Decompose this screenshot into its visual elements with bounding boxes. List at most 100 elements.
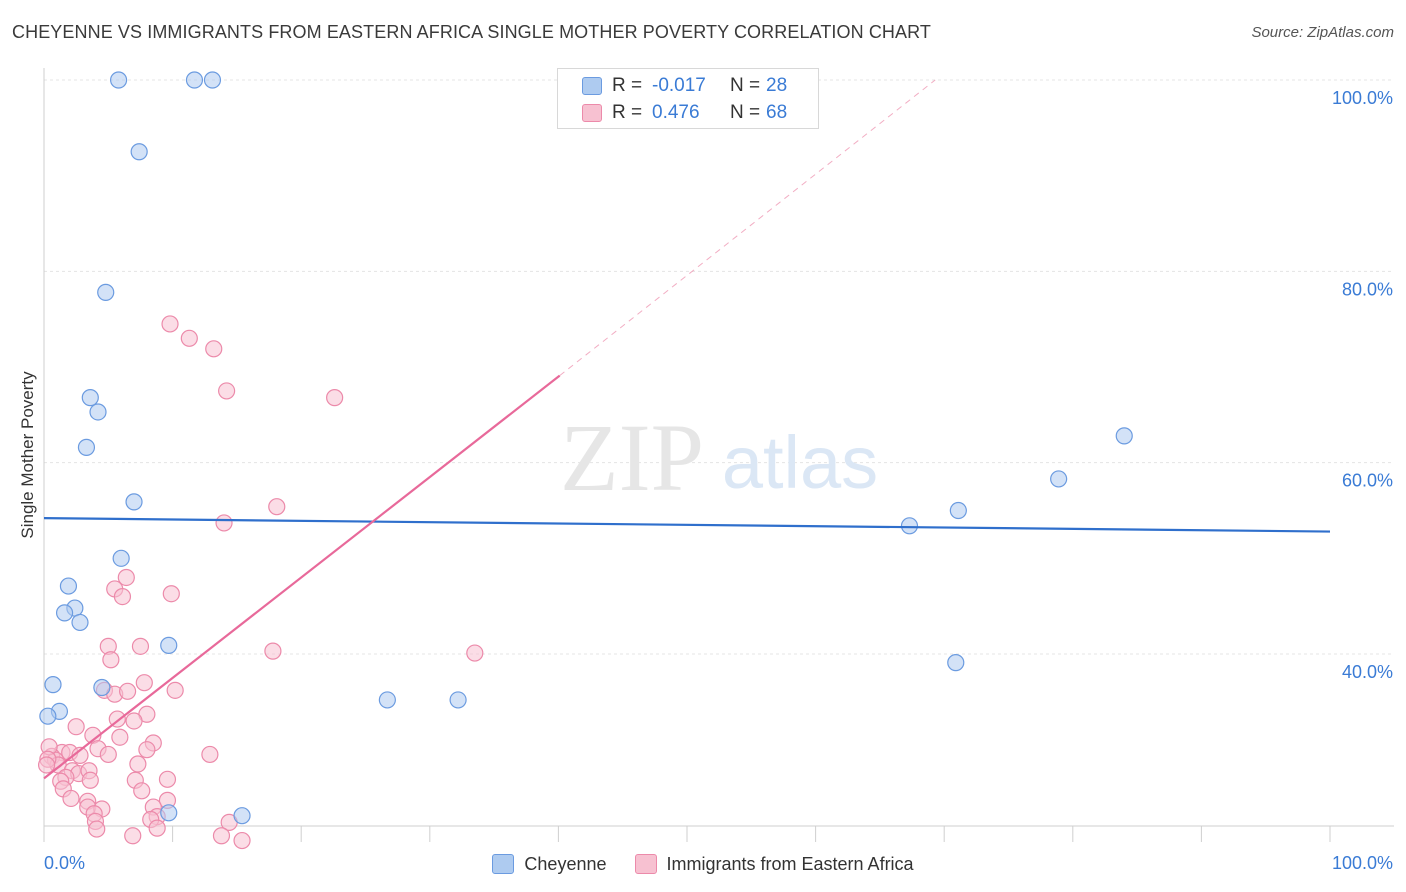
eafrica-point: [62, 789, 80, 808]
legend-row-eafrica: R = 0.476 N = 68: [582, 101, 787, 125]
eafrica-point: [148, 819, 166, 837]
eafrica-point: [233, 831, 251, 850]
eafrica-point: [326, 389, 344, 407]
cheyenne-point: [39, 707, 57, 725]
legend-r-value: -0.017: [652, 75, 706, 96]
eafrica-point: [218, 382, 236, 400]
eafrica-point: [99, 745, 117, 764]
chart-title: CHEYENNE VS IMMIGRANTS FROM EASTERN AFRI…: [12, 22, 932, 42]
cheyenne-point: [77, 438, 96, 456]
watermark-atlas: atlas: [722, 421, 878, 504]
eafrica-trend-line: [43, 374, 561, 780]
eafrica-point: [205, 340, 223, 358]
cheyenne-trend-line: [43, 517, 1331, 533]
cheyenne-point: [89, 403, 107, 421]
cheyenne-points: [39, 71, 1133, 825]
legend-row-cheyenne: R = -0.017 N = 28: [582, 74, 787, 98]
eafrica-point: [118, 682, 137, 700]
cheyenne-point: [900, 517, 919, 535]
eafrica-point: [268, 498, 286, 516]
cheyenne-point: [112, 549, 130, 567]
eafrica-point: [113, 587, 132, 606]
cheyenne-point: [233, 807, 251, 825]
eafrica-point: [166, 681, 184, 699]
legend-n-value: 28: [766, 75, 788, 96]
axes: [43, 68, 1394, 842]
cheyenne-point: [185, 71, 204, 89]
legend-swatch-cheyenne: [582, 77, 602, 95]
legend-label-eafrica: Immigrants from Eastern Africa: [666, 853, 914, 874]
correlation-legend: R = -0.017 N = 28 R = 0.476 N = 68: [557, 68, 819, 129]
eafrica-point: [124, 827, 142, 845]
cheyenne-point: [949, 501, 967, 520]
cheyenne-point: [59, 577, 78, 595]
legend-n-label: N =: [730, 75, 761, 96]
cheyenne-point: [130, 143, 148, 161]
eafrica-point: [138, 741, 156, 759]
eafrica-point: [158, 770, 177, 788]
cheyenne-point: [55, 604, 74, 622]
eafrica-point: [67, 718, 85, 736]
legend-item-cheyenne[interactable]: Cheyenne: [492, 854, 607, 875]
cheyenne-point: [449, 691, 467, 709]
eafrica-point: [466, 644, 484, 662]
cheyenne-point: [203, 71, 222, 89]
eafrica-point: [180, 329, 198, 347]
cheyenne-point: [378, 691, 396, 709]
legend-n-value: 68: [766, 102, 788, 123]
tick-labels: 40.0% 60.0% 80.0% 100.0% 0.0% 100.0%: [44, 88, 1393, 873]
cheyenne-point: [160, 636, 178, 654]
y-tick-label: 40.0%: [1342, 662, 1393, 682]
cheyenne-point: [125, 493, 143, 511]
cheyenne-point: [1115, 427, 1133, 445]
x-tick-label-max: 100.0%: [1332, 853, 1393, 873]
eafrica-point: [162, 585, 180, 603]
eafrica-point: [129, 755, 147, 773]
eafrica-point: [264, 642, 282, 660]
eafrica-point: [135, 674, 153, 692]
legend-swatch-cheyenne: [492, 854, 515, 874]
legend-n-label: N =: [730, 102, 761, 123]
eafrica-point: [111, 728, 129, 746]
eafrica-point: [102, 651, 120, 669]
eafrica-point: [37, 756, 56, 774]
trend-lines: [43, 79, 1331, 780]
cheyenne-point: [44, 676, 62, 694]
grid-lines: [44, 79, 1394, 655]
source-label: Source: ZipAtlas.com: [1251, 24, 1394, 41]
cheyenne-point: [71, 613, 89, 632]
eafrica-point: [88, 820, 106, 838]
legend-swatch-eafrica: [634, 854, 657, 874]
eafrica-point: [81, 771, 99, 789]
y-tick-label: 80.0%: [1342, 279, 1393, 299]
eafrica-point: [131, 637, 150, 655]
watermark-zip: ZIP: [560, 404, 704, 511]
eafrica-point: [212, 827, 231, 845]
eafrica-point: [161, 315, 179, 333]
eafrica-point: [117, 568, 135, 587]
legend-r-label: R =: [612, 75, 643, 96]
series-legend: Cheyenne Immigrants from Eastern Africa: [0, 852, 1406, 876]
x-tick-label-min: 0.0%: [44, 853, 85, 873]
cheyenne-point: [160, 804, 178, 822]
eafrica-point: [215, 514, 233, 532]
eafrica-trend-extension: [559, 79, 936, 377]
eafrica-points: [37, 315, 484, 850]
eafrica-point: [201, 745, 219, 764]
legend-swatch-eafrica: [582, 104, 602, 122]
eafrica-point: [133, 782, 151, 800]
cheyenne-point: [109, 71, 128, 89]
cheyenne-point: [81, 389, 99, 407]
cheyenne-point: [93, 678, 111, 697]
cheyenne-point: [1050, 470, 1068, 488]
y-tick-label: 100.0%: [1332, 88, 1393, 108]
cheyenne-point: [947, 654, 965, 672]
eafrica-point: [125, 712, 143, 730]
legend-item-eafrica[interactable]: Immigrants from Eastern Africa: [634, 853, 914, 875]
y-axis-label: Single Mother Poverty: [18, 371, 37, 539]
legend-r-value: 0.476: [652, 102, 700, 123]
legend-r-label: R =: [612, 102, 643, 123]
y-tick-label: 60.0%: [1342, 471, 1393, 491]
cheyenne-point: [97, 283, 115, 301]
